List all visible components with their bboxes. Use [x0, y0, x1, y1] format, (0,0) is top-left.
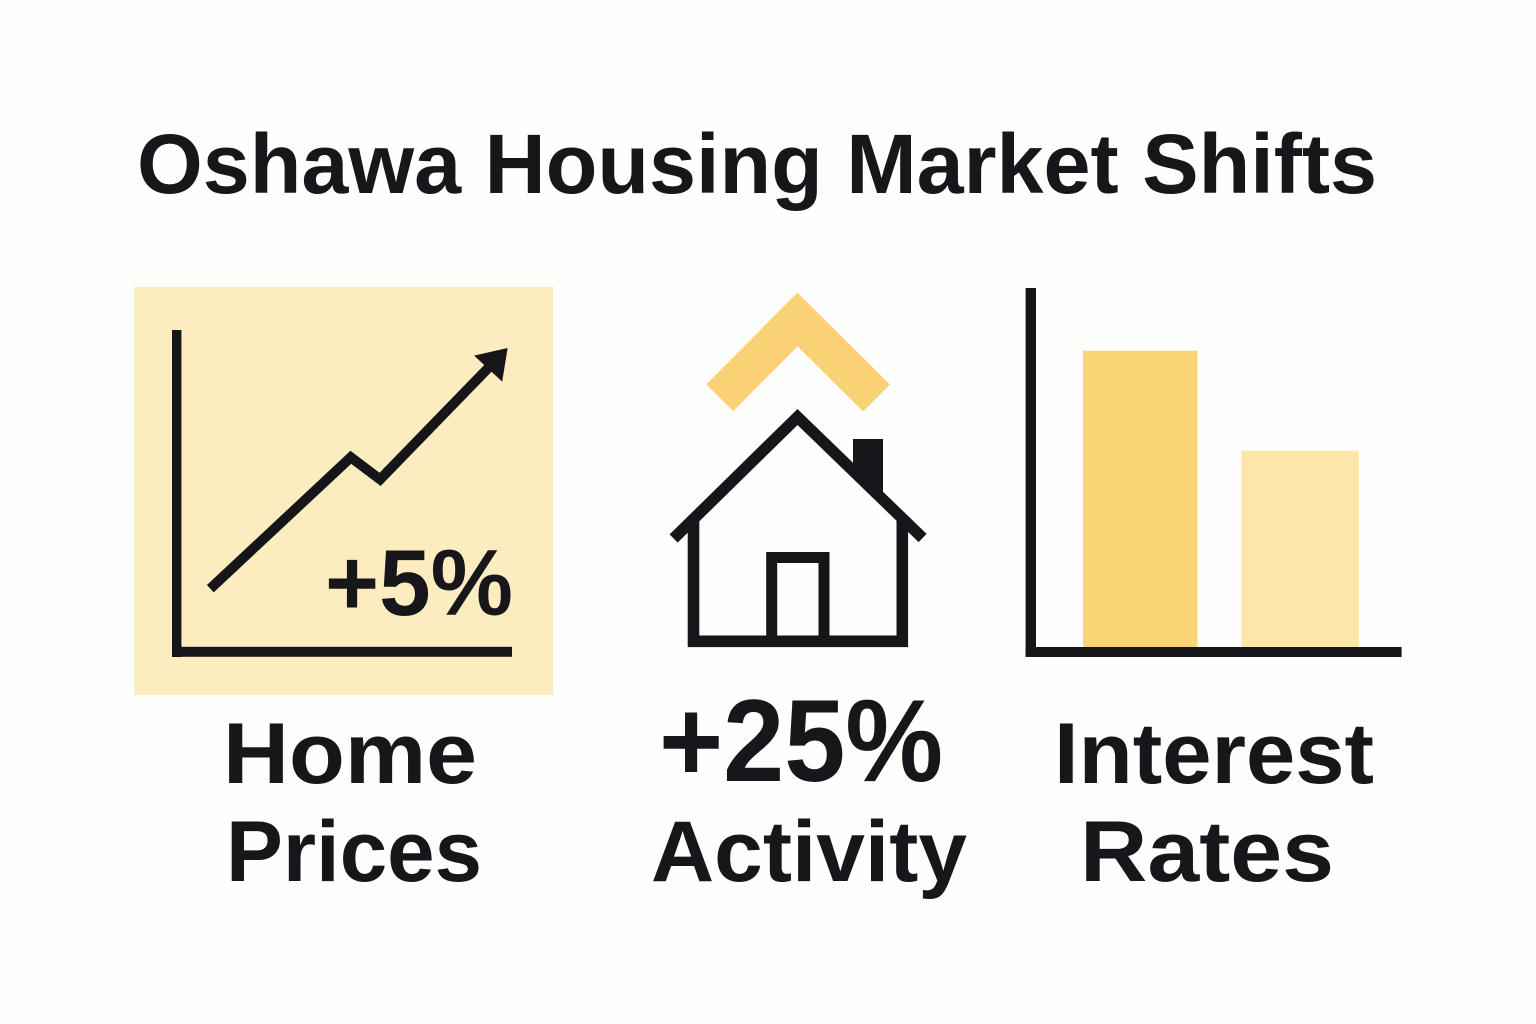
svg-text:Activity: Activity: [651, 804, 967, 900]
svg-text:+5%: +5%: [325, 530, 513, 635]
svg-text:+25%: +25%: [659, 675, 943, 806]
svg-text:Interest: Interest: [1054, 706, 1374, 802]
svg-text:Oshawa Housing Market Shifts: Oshawa Housing Market Shifts: [137, 117, 1377, 211]
svg-text:Home: Home: [223, 706, 477, 802]
svg-text:Rates: Rates: [1080, 804, 1334, 900]
svg-text:Prices: Prices: [226, 804, 482, 900]
